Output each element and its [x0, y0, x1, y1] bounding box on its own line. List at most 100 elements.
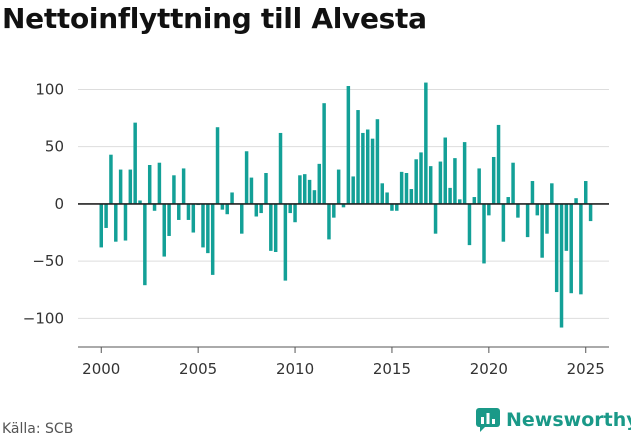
bar: [317, 163, 322, 204]
bar: [249, 177, 254, 204]
bar: [433, 203, 438, 234]
x-tick-label: 2010: [276, 360, 314, 378]
y-tick-label: −100: [23, 309, 64, 327]
bar: [365, 129, 370, 204]
bar: [157, 162, 162, 204]
bar: [312, 190, 317, 204]
bar: [341, 203, 346, 208]
x-tick-label: 2005: [179, 360, 217, 378]
x-tick-label: 2000: [82, 360, 120, 378]
bar: [191, 203, 196, 233]
bar: [516, 203, 520, 218]
bar: [482, 203, 486, 264]
bar: [167, 203, 171, 236]
bar: [535, 203, 540, 216]
bar: [307, 179, 312, 204]
bar: [458, 199, 462, 204]
bar: [554, 203, 559, 293]
bar: [240, 203, 244, 234]
bar: [356, 110, 360, 204]
bar: [545, 203, 549, 234]
brand-name: Newsworthy: [506, 409, 631, 431]
bar: [511, 162, 515, 204]
bar: [254, 203, 259, 217]
x-tick-label: 2025: [567, 360, 605, 378]
bar: [574, 198, 578, 204]
chart-title: Nettoinflyttning till Alvesta: [2, 2, 427, 35]
x-tick-label: 2020: [470, 360, 508, 378]
bar: [550, 183, 554, 204]
bar: [114, 203, 118, 242]
bar: [201, 203, 205, 248]
source-note: Källa: SCB: [2, 421, 74, 437]
bar: [302, 174, 307, 204]
bar: [147, 164, 152, 204]
bar: [579, 203, 583, 295]
bar: [186, 203, 191, 220]
bar: [336, 169, 341, 204]
tick-labels: 100 50 0 −50 −100 2000 2005 2010 2015 2020 2025: [23, 80, 605, 378]
bar: [123, 203, 128, 241]
bar: [351, 176, 355, 204]
bar: [491, 156, 496, 204]
bar: [215, 127, 220, 204]
bar: [448, 187, 452, 204]
bar: [428, 166, 433, 204]
bar: [143, 203, 147, 286]
gridlines: [78, 88, 609, 319]
bar: [244, 151, 249, 204]
bar: [588, 203, 593, 222]
bar: [380, 183, 385, 204]
bar: [487, 203, 491, 216]
bar: [264, 173, 268, 204]
bar: [278, 132, 283, 204]
bar: [540, 203, 544, 258]
bar: [293, 203, 297, 223]
x-tick-label: 2015: [373, 360, 411, 378]
bar: [273, 203, 278, 252]
y-tick-label: 50: [45, 138, 64, 156]
bar: [172, 175, 176, 204]
bar: [177, 203, 181, 220]
bar: [399, 171, 404, 204]
axes: [78, 203, 609, 353]
bar: [409, 189, 414, 204]
bar: [162, 203, 166, 257]
bar: [99, 203, 103, 248]
bar: [453, 158, 457, 204]
bar: [128, 169, 133, 204]
newsworthy-logo[interactable]: Newsworthy: [476, 408, 631, 432]
bar: [220, 203, 225, 210]
bar: [109, 154, 113, 204]
bar: [298, 175, 302, 204]
bar: [385, 192, 389, 204]
bar: [322, 103, 326, 204]
bar: [283, 203, 288, 281]
bars: [99, 82, 593, 328]
bar: [496, 124, 501, 204]
bar: [269, 203, 273, 251]
bar: [395, 203, 399, 211]
bar: [152, 203, 157, 211]
bar: [443, 137, 447, 204]
bar: [462, 142, 467, 204]
bar: [419, 152, 423, 204]
bar: [424, 82, 428, 204]
bar: [288, 203, 292, 214]
bar: [559, 203, 564, 328]
bar: [472, 197, 477, 204]
y-tick-label: 0: [54, 195, 64, 213]
bar: [506, 197, 510, 204]
chart-speech-bubble-icon: [476, 408, 500, 432]
bar: [138, 200, 142, 204]
bar: [438, 161, 443, 204]
bar: [370, 138, 375, 204]
bar: [346, 86, 351, 204]
bar: [133, 122, 137, 204]
bar: [467, 203, 472, 246]
bar: [259, 203, 263, 214]
bar: [332, 203, 336, 218]
bar: [225, 203, 229, 215]
bar: [404, 173, 409, 204]
bar: [477, 168, 481, 204]
